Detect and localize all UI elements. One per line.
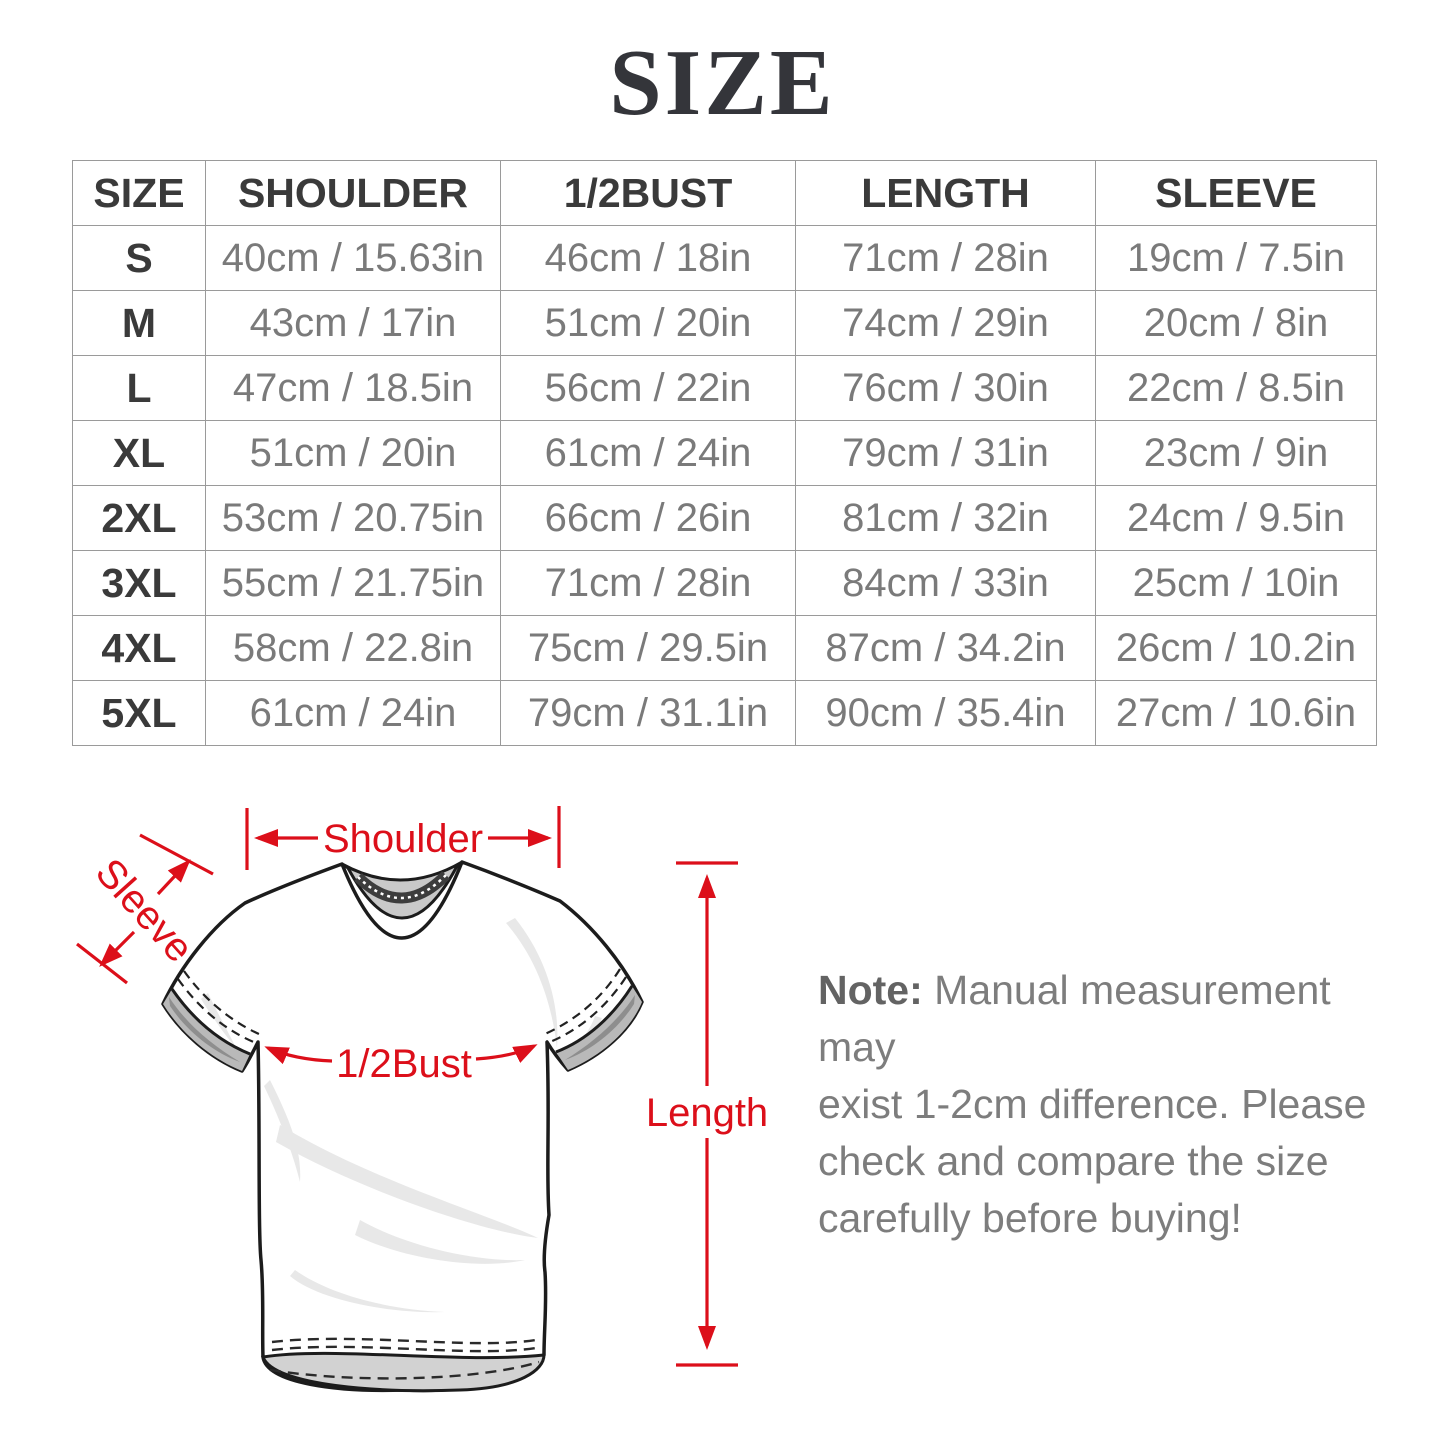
size-cell: XL: [72, 420, 206, 486]
hem-stitch-top2: [271, 1345, 537, 1353]
collar-tape-stitch: [357, 874, 447, 900]
tshirt-diagram: Shoulder Sleeve 1/2Bust Length: [76, 806, 768, 1393]
measurement-cell: 53cm / 20.75in: [205, 485, 501, 551]
measurement-cell: 58cm / 22.8in: [205, 615, 501, 681]
measurement-cell: 79cm / 31.1in: [500, 680, 796, 746]
note-text: Manual measurement may: [818, 967, 1331, 1070]
measurement-cell: 23cm / 9in: [1095, 420, 1377, 486]
table-row: M 43cm / 17in 51cm / 20in 74cm / 29in 20cm /…: [72, 290, 1377, 356]
measurement-cell: 87cm / 34.2in: [795, 615, 1096, 681]
table-row: XL 51cm / 20in 61cm / 24in 79cm / 31in 23cm …: [72, 420, 1377, 486]
column-header: LENGTH: [795, 160, 1096, 226]
measurement-cell: 22cm / 8.5in: [1095, 355, 1377, 421]
measurement-cell: 81cm / 32in: [795, 485, 1096, 551]
size-cell: 3XL: [72, 550, 206, 616]
bust-arrow-left: [264, 1046, 333, 1065]
bust-arrow-right: [475, 1044, 538, 1063]
collar-inner: [340, 860, 464, 920]
sleeve-arrow-upper: [156, 859, 191, 896]
size-table-header-row: SIZE SHOULDER 1/2BUST LENGTH SLEEVE: [72, 160, 1377, 226]
column-header: 1/2BUST: [500, 160, 796, 226]
size-cell: 5XL: [72, 680, 206, 746]
size-cell: 4XL: [72, 615, 206, 681]
right-cuff-stitch1: [549, 976, 627, 1044]
tshirt-body-outline: [161, 860, 644, 1393]
right-cuff-stitch2: [544, 968, 621, 1036]
right-cuff-edge: [555, 985, 634, 1054]
table-row: 3XL 55cm / 21.75in 71cm / 28in 84cm / 33in 2…: [72, 550, 1377, 616]
note-line: exist 1-2cm difference. Please: [818, 1081, 1367, 1127]
measurement-cell: 79cm / 31in: [795, 420, 1096, 486]
table-row: S 40cm / 15.63in 46cm / 18in 71cm / 28in 19c…: [72, 225, 1377, 291]
measurement-cell: 55cm / 21.75in: [205, 550, 501, 616]
size-table: SIZE SHOULDER 1/2BUST LENGTH SLEEVE S 40cm / …: [72, 160, 1377, 746]
table-row: 2XL 53cm / 20.75in 66cm / 26in 81cm / 32in 2…: [72, 485, 1377, 551]
measurement-cell: 56cm / 22in: [500, 355, 796, 421]
page-title: SIZE: [609, 31, 836, 135]
table-row: 5XL 61cm / 24in 79cm / 31.1in 90cm / 35.4in…: [72, 680, 1377, 746]
size-cell: M: [72, 290, 206, 356]
hem-stitch-top: [271, 1337, 537, 1345]
note-label: Note:: [818, 967, 923, 1013]
measurement-cell: 27cm / 10.6in: [1095, 680, 1377, 746]
measurement-cell: 76cm / 30in: [795, 355, 1096, 421]
left-cuff: [163, 989, 250, 1071]
measurement-cell: 71cm / 28in: [500, 550, 796, 616]
measurement-cell: 75cm / 29.5in: [500, 615, 796, 681]
measurement-cell: 25cm / 10in: [1095, 550, 1377, 616]
note-line: check and compare the size: [818, 1138, 1329, 1184]
measurement-cell: 61cm / 24in: [500, 420, 796, 486]
note-line: carefully before buying!: [818, 1195, 1242, 1241]
measurement-cell: 84cm / 33in: [795, 550, 1096, 616]
measurement-cell: 74cm / 29in: [795, 290, 1096, 356]
measurement-cell: 24cm / 9.5in: [1095, 485, 1377, 551]
hem-stitch-band: [269, 1360, 540, 1380]
left-cuff-stitch1: [177, 978, 257, 1045]
table-row: L 47cm / 18.5in 56cm / 22in 76cm / 30in 22cm…: [72, 355, 1377, 421]
measurement-cell: 43cm / 17in: [205, 290, 501, 356]
hem-band: [260, 1351, 546, 1393]
measurement-cell: 51cm / 20in: [205, 420, 501, 486]
left-cuff-edge: [170, 988, 251, 1056]
tshirt-graphic: [161, 860, 644, 1393]
sleeve-label: Sleeve: [87, 851, 202, 971]
measurement-cell: 61cm / 24in: [205, 680, 501, 746]
size-cell: L: [72, 355, 206, 421]
column-header: SLEEVE: [1095, 160, 1377, 226]
table-row: 4XL 58cm / 22.8in 75cm / 29.5in 87cm / 34.2…: [72, 615, 1377, 681]
size-cell: S: [72, 225, 206, 291]
measurement-cell: 26cm / 10.2in: [1095, 615, 1377, 681]
measurement-cell: 20cm / 8in: [1095, 290, 1377, 356]
note: Note: Manual measurement may exist 1-2cm…: [818, 962, 1393, 1247]
column-header: SHOULDER: [205, 160, 501, 226]
measurement-cell: 71cm / 28in: [795, 225, 1096, 291]
right-cuff: [556, 986, 642, 1070]
note-line: Note: Manual measurement may: [818, 962, 1393, 1076]
measurement-cell: 66cm / 26in: [500, 485, 796, 551]
measurement-cell: 19cm / 7.5in: [1095, 225, 1377, 291]
left-cuff-stitch2: [183, 970, 262, 1037]
measurement-cell: 40cm / 15.63in: [205, 225, 501, 291]
column-header: SIZE: [72, 160, 206, 226]
shoulder-label: Shoulder: [323, 817, 483, 861]
measurement-cell: 46cm / 18in: [500, 225, 796, 291]
sleeve-tick-upper: [139, 833, 214, 876]
sleeve-arrow-lower: [99, 930, 136, 967]
measurement-annotations: [76, 806, 738, 1367]
measurement-cell: 47cm / 18.5in: [205, 355, 501, 421]
size-cell: 2XL: [72, 485, 206, 551]
measurement-cell: 51cm / 20in: [500, 290, 796, 356]
measurement-cell: 90cm / 35.4in: [795, 680, 1096, 746]
length-label: Length: [646, 1091, 768, 1135]
bust-label: 1/2Bust: [336, 1042, 472, 1086]
